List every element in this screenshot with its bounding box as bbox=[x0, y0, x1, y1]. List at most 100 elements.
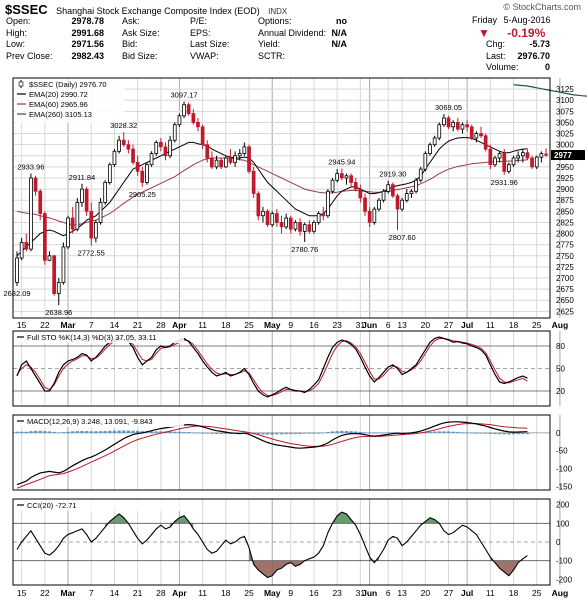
candle-body bbox=[544, 153, 548, 156]
y-tick-label: -200 bbox=[556, 575, 573, 584]
y-tick-label: 3050 bbox=[556, 118, 574, 127]
cci-oversold-fill bbox=[249, 547, 305, 578]
y-tick-label: 2675 bbox=[556, 285, 574, 294]
macd-histogram-bar bbox=[484, 432, 488, 434]
x-tick-label: Jun bbox=[362, 588, 377, 598]
x-tick-label: 21 bbox=[133, 588, 143, 598]
macd-histogram-bar bbox=[279, 432, 284, 435]
quote-label: High: bbox=[6, 27, 28, 38]
macd-histogram-bar bbox=[275, 432, 279, 435]
macd-histogram-bar bbox=[136, 430, 140, 433]
macd-histogram-bar bbox=[363, 432, 367, 434]
candle-body bbox=[339, 173, 344, 179]
macd-histogram-bar bbox=[154, 431, 158, 433]
price-label: 2919.30 bbox=[379, 170, 406, 179]
price-label: 2911.84 bbox=[69, 173, 96, 182]
last-price-label: 2977 bbox=[554, 151, 572, 160]
candle-body bbox=[516, 155, 521, 159]
macd-histogram-bar bbox=[149, 431, 154, 433]
candle-body bbox=[233, 155, 237, 163]
candle-body bbox=[172, 124, 177, 141]
candle-body bbox=[214, 159, 219, 168]
macd-histogram-bar bbox=[507, 432, 511, 435]
candle-body bbox=[293, 221, 298, 230]
candle-body bbox=[530, 157, 534, 168]
macd-histogram-bar bbox=[191, 432, 195, 434]
x-tick-label: 28 bbox=[156, 588, 166, 598]
candle-body bbox=[15, 257, 19, 283]
candle-body bbox=[261, 210, 265, 217]
candle-body bbox=[228, 157, 233, 163]
macd-histogram-bar bbox=[80, 431, 84, 433]
quote-value: 2982.43 bbox=[71, 50, 104, 61]
candle-body bbox=[33, 177, 38, 192]
x-tick-label: 18 bbox=[221, 588, 231, 598]
price-label: 2772.55 bbox=[78, 249, 105, 258]
x-tick-label: 25 bbox=[532, 588, 542, 598]
macd-histogram-bar bbox=[312, 432, 316, 434]
legend-entry: EMA(260) 3105.13 bbox=[29, 110, 92, 119]
watermark: © StockCharts.com bbox=[503, 2, 581, 12]
macd-histogram-bar bbox=[460, 432, 465, 434]
y-tick-label: 3100 bbox=[556, 96, 574, 105]
quote-value: 2976.70 bbox=[517, 50, 550, 61]
x-tick-label: 7 bbox=[89, 588, 94, 598]
x-tick-label: 23 bbox=[332, 320, 342, 330]
macd-histogram-bar bbox=[173, 431, 177, 433]
x-tick-label: 9 bbox=[288, 320, 293, 330]
x-tick-label: Mar bbox=[60, 320, 76, 330]
y-tick-label: 80 bbox=[556, 342, 565, 351]
x-tick-label: Jul bbox=[461, 320, 473, 330]
y-tick-label: 2875 bbox=[556, 196, 574, 205]
macd-histogram-bar bbox=[256, 432, 260, 435]
trade-day: Friday bbox=[472, 15, 498, 25]
x-tick-label: 28 bbox=[156, 320, 166, 330]
macd-histogram-bar bbox=[52, 431, 56, 433]
macd-histogram-bar bbox=[20, 431, 24, 433]
panel-frame bbox=[12, 498, 551, 586]
quote-value: -5.73 bbox=[529, 39, 550, 49]
x-tick-label: May bbox=[264, 320, 281, 330]
candle-body bbox=[265, 210, 270, 226]
x-tick-label: 27 bbox=[444, 320, 454, 330]
candle-body bbox=[353, 181, 358, 190]
macd-histogram-bar bbox=[112, 430, 117, 433]
y-tick-label: 2925 bbox=[556, 174, 574, 183]
x-tick-label: 25 bbox=[244, 588, 254, 598]
x-tick-label: Mar bbox=[60, 588, 76, 598]
candle-body bbox=[539, 153, 544, 158]
macd-histogram-bar bbox=[433, 431, 437, 433]
candle-body bbox=[363, 197, 367, 212]
panel-frame bbox=[12, 77, 551, 319]
x-tick-label: 14 bbox=[110, 320, 120, 330]
candle-body bbox=[56, 281, 61, 294]
y-tick-label: -150 bbox=[556, 482, 573, 491]
macd-histogram-bar bbox=[187, 432, 191, 433]
quote-value: 0 bbox=[544, 62, 550, 72]
macd-histogram-bar bbox=[177, 431, 182, 433]
macd-histogram-bar bbox=[224, 432, 228, 434]
candle-body bbox=[521, 152, 525, 157]
candle-body bbox=[237, 153, 242, 157]
x-tick-label: 7 bbox=[89, 320, 94, 330]
candle-body bbox=[43, 213, 47, 261]
candle-body bbox=[177, 115, 182, 126]
macd-histogram-bar bbox=[205, 432, 209, 434]
macd-histogram-bar bbox=[43, 431, 47, 433]
trade-date-value: 5-Aug-2016 bbox=[503, 15, 551, 25]
y-tick-label: -100 bbox=[556, 465, 573, 474]
candle-body bbox=[182, 104, 186, 117]
x-tick-label: 20 bbox=[421, 588, 431, 598]
candle-body bbox=[488, 148, 493, 166]
macd-histogram-bar bbox=[71, 431, 75, 433]
quote-label: Open: bbox=[6, 16, 31, 26]
legend-bg bbox=[14, 332, 184, 343]
y-tick-label: 0 bbox=[556, 429, 561, 438]
macd-histogram-bar bbox=[488, 432, 492, 434]
macd-histogram-bar bbox=[400, 432, 404, 434]
x-tick-label: 27 bbox=[444, 588, 454, 598]
candle-body bbox=[29, 177, 33, 250]
quote-label: Volume: bbox=[486, 62, 519, 72]
y-tick-label: 2625 bbox=[556, 307, 574, 316]
candle-body bbox=[506, 164, 511, 172]
